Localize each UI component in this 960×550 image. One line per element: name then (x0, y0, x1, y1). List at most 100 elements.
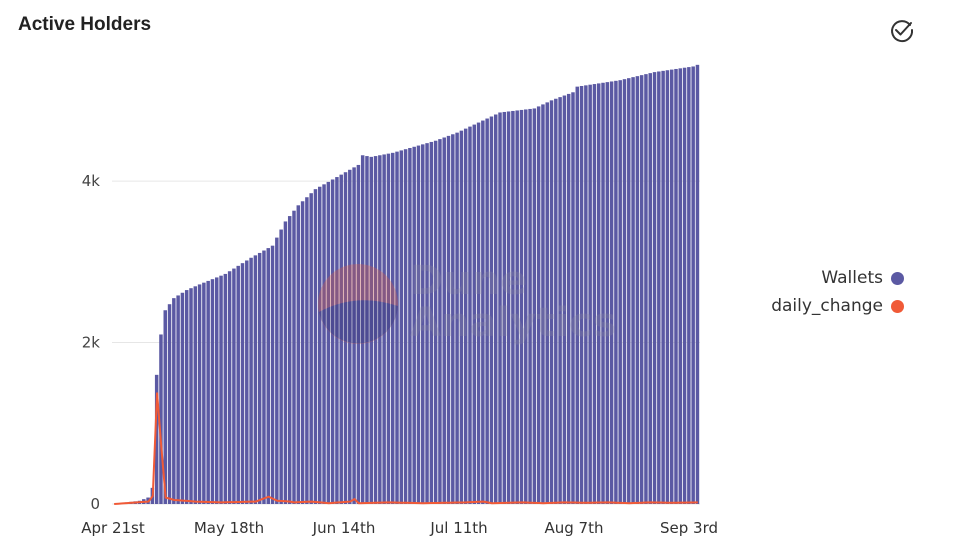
wallets-bar[interactable] (438, 139, 442, 505)
legend-item-wallets[interactable]: Wallets (720, 264, 904, 292)
wallets-bar[interactable] (309, 193, 313, 504)
wallets-bar[interactable] (562, 95, 567, 505)
wallets-bar[interactable] (172, 298, 176, 504)
wallets-bar[interactable] (468, 126, 472, 504)
wallets-bar[interactable] (365, 156, 369, 504)
wallets-bar[interactable] (648, 73, 652, 505)
wallets-bar[interactable] (223, 273, 228, 504)
wallets-bar[interactable] (206, 280, 210, 504)
wallets-bar[interactable] (283, 221, 288, 504)
wallets-bar[interactable] (378, 155, 382, 504)
wallets-bar[interactable] (232, 268, 236, 504)
wallets-bar[interactable] (459, 130, 464, 504)
wallets-bar[interactable] (352, 167, 356, 504)
wallets-bar[interactable] (382, 154, 386, 504)
wallets-bar[interactable] (176, 295, 180, 504)
wallets-bar[interactable] (524, 109, 528, 504)
wallets-bar[interactable] (343, 172, 348, 504)
wallets-bar[interactable] (360, 155, 365, 504)
wallets-bar[interactable] (369, 156, 374, 504)
wallets-bar[interactable] (596, 83, 601, 504)
wallets-bar[interactable] (305, 197, 309, 505)
wallets-bar[interactable] (575, 86, 580, 504)
wallets-bar[interactable] (433, 140, 438, 505)
wallets-bar[interactable] (644, 74, 648, 504)
wallets-bar[interactable] (506, 111, 511, 505)
wallets-bar[interactable] (622, 79, 627, 505)
wallets-bar[interactable] (682, 67, 687, 505)
wallets-bar[interactable] (571, 92, 575, 504)
wallets-bar[interactable] (318, 186, 322, 505)
wallets-bar[interactable] (348, 169, 352, 505)
wallets-bar[interactable] (403, 149, 408, 504)
wallets-bar[interactable] (425, 143, 429, 504)
wallets-bar[interactable] (296, 205, 301, 504)
wallets-bar[interactable] (601, 82, 605, 505)
wallets-bar[interactable] (614, 80, 618, 504)
wallets-bar[interactable] (519, 109, 524, 504)
wallets-bar[interactable] (262, 250, 266, 504)
wallets-bar[interactable] (674, 68, 678, 504)
wallets-bar[interactable] (270, 245, 275, 505)
wallets-bar[interactable] (635, 76, 640, 505)
wallets-bar[interactable] (416, 145, 421, 504)
check-circle-icon[interactable] (888, 16, 916, 44)
wallets-bar[interactable] (356, 164, 361, 504)
wallets-bar[interactable] (579, 85, 584, 505)
wallets-bar[interactable] (665, 70, 670, 504)
wallets-bar[interactable] (275, 237, 279, 504)
wallets-bar[interactable] (442, 137, 446, 505)
wallets-bar[interactable] (287, 216, 292, 504)
wallets-bar[interactable] (215, 277, 219, 504)
wallets-bar[interactable] (408, 147, 412, 505)
wallets-bar[interactable] (292, 210, 296, 504)
wallets-bar[interactable] (532, 108, 537, 504)
daily-change-series-line[interactable] (114, 392, 698, 505)
wallets-bar[interactable] (631, 77, 635, 505)
wallets-bar[interactable] (386, 153, 391, 504)
wallets-bar[interactable] (661, 70, 665, 504)
wallets-bar[interactable] (159, 334, 163, 504)
wallets-bar[interactable] (584, 85, 588, 504)
wallets-bar[interactable] (695, 64, 700, 504)
wallets-bar[interactable] (687, 67, 691, 504)
wallets-bar[interactable] (605, 82, 610, 505)
wallets-bar[interactable] (609, 81, 614, 504)
wallets-bar[interactable] (257, 252, 262, 504)
wallets-bar[interactable] (390, 152, 395, 504)
wallets-bar[interactable] (657, 71, 661, 504)
wallets-bar[interactable] (554, 98, 558, 504)
wallets-bar[interactable] (536, 106, 541, 505)
wallets-bar[interactable] (481, 120, 485, 505)
wallets-bar[interactable] (463, 128, 468, 504)
wallets-bar[interactable] (511, 110, 515, 505)
wallets-bar[interactable] (399, 150, 404, 504)
wallets-bar[interactable] (588, 84, 592, 504)
wallets-bar[interactable] (489, 116, 494, 504)
wallets-bar[interactable] (279, 229, 283, 504)
wallets-bar[interactable] (669, 69, 674, 504)
wallets-bar[interactable] (549, 100, 554, 505)
wallets-bar[interactable] (167, 304, 172, 504)
wallets-bar[interactable] (639, 75, 644, 504)
wallets-bar[interactable] (163, 310, 167, 504)
wallets-bar[interactable] (485, 118, 489, 504)
wallets-bar[interactable] (189, 288, 193, 504)
wallets-bar[interactable] (330, 179, 335, 505)
wallets-bar[interactable] (240, 263, 245, 504)
wallets-bar[interactable] (566, 93, 571, 504)
wallets-bar[interactable] (498, 112, 502, 504)
wallets-bar[interactable] (451, 134, 455, 504)
wallets-bar[interactable] (219, 275, 223, 504)
wallets-bar[interactable] (313, 189, 318, 504)
wallets-bar[interactable] (476, 122, 481, 504)
wallets-bar[interactable] (236, 265, 240, 504)
wallets-bar[interactable] (412, 146, 416, 504)
wallets-bar[interactable] (691, 66, 695, 505)
wallets-bar[interactable] (197, 284, 202, 504)
wallets-bar[interactable] (322, 184, 326, 504)
wallets-bar[interactable] (528, 108, 532, 504)
wallets-bar[interactable] (326, 181, 331, 504)
wallets-bar[interactable] (180, 292, 185, 504)
wallets-bar[interactable] (227, 271, 232, 504)
